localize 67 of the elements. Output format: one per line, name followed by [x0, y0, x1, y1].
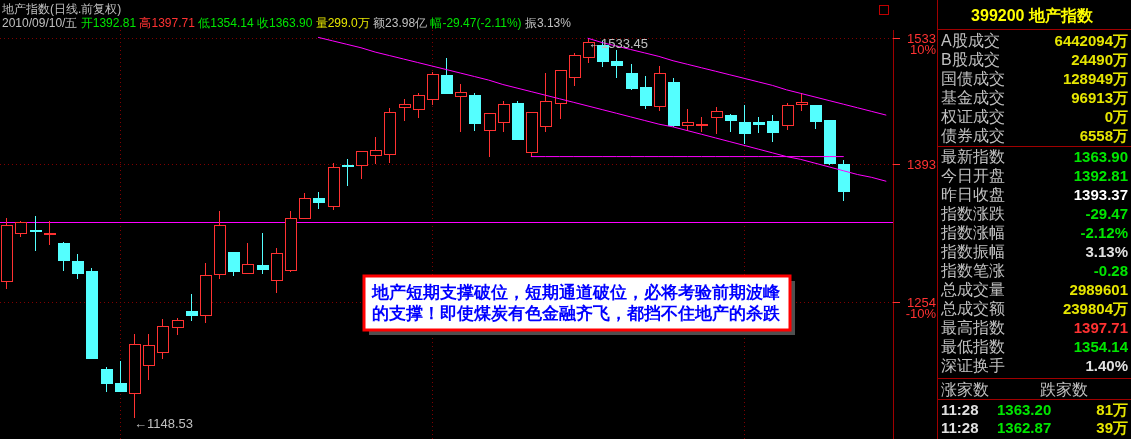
- text: B股成交: [941, 50, 1000, 68]
- candlestick: [213, 210, 226, 280]
- text: 指数涨幅: [940, 223, 1005, 241]
- text: 总成交量: [940, 280, 1005, 298]
- candlestick: [256, 232, 269, 275]
- text: -29.47: [1085, 204, 1128, 222]
- annotation: ←1148.53: [133, 415, 194, 431]
- text: 239804万: [1062, 299, 1128, 317]
- text: 1363.90: [1073, 147, 1128, 165]
- text: 96913万: [1071, 88, 1128, 106]
- text: 1362.87: [997, 418, 1052, 436]
- y-tick-label: 1393: [907, 156, 936, 172]
- text: 总成交额: [940, 299, 1005, 317]
- text: 最低指数: [941, 337, 1005, 355]
- text: 权证成交: [940, 107, 1005, 125]
- text: 1392.81: [1073, 166, 1128, 184]
- text: -2.12%: [1080, 223, 1128, 241]
- text: 跌家数: [1040, 380, 1088, 398]
- text: 128949万: [1062, 69, 1128, 87]
- text: 1354.14: [1073, 337, 1129, 355]
- line-series: [317, 36, 887, 182]
- text: 昨日收盘: [941, 185, 1005, 203]
- text: 最高指数: [941, 318, 1005, 336]
- annotation: 地产短期支撑破位，短期通道破位，必将考验前期波峰的支撑！即使煤炭有色金融齐飞，都挡不住地产的杀跌: [371, 282, 781, 323]
- text: 1393.37: [1073, 185, 1128, 203]
- text: 24490万: [1071, 50, 1128, 68]
- text: 81万: [1096, 400, 1128, 418]
- text: 6442094万: [1054, 31, 1128, 49]
- text: 债券成交: [941, 126, 1005, 144]
- text: 1397.71: [1073, 318, 1128, 336]
- text: 指数涨跌: [940, 204, 1005, 222]
- text: 399200 地产指数: [971, 6, 1094, 24]
- candlestick: [29, 215, 42, 252]
- text: 国债成交: [941, 69, 1005, 87]
- text: 2010/09/10/五 开1392.81 高1397.71 低1354.14 收1363.90 量299.0万 额23.98亿 幅-29.47(-2.11%) 振3.13%: [2, 16, 571, 30]
- candlestick: [199, 262, 212, 324]
- text: 指数振幅: [940, 242, 1005, 260]
- chart-title: 地产指数(日线.前复权): [1, 2, 122, 16]
- text: 深证换手: [941, 356, 1005, 374]
- candlestick: [710, 106, 723, 135]
- candlestick: [724, 113, 737, 133]
- text: 39万: [1096, 418, 1128, 436]
- y-tick-label: 1254: [907, 294, 936, 310]
- text: 今日开盘: [941, 166, 1005, 184]
- candlestick: [241, 242, 254, 274]
- text: 基金成交: [941, 88, 1005, 106]
- candlestick: [227, 252, 240, 277]
- text: 1363.20: [997, 400, 1052, 418]
- text: 指数笔涨: [940, 261, 1005, 279]
- text: A股成交: [941, 31, 1000, 49]
- candlestick: [43, 220, 56, 246]
- text: 11:28: [941, 418, 979, 436]
- text: 1.40%: [1085, 356, 1128, 374]
- text: 0万: [1104, 107, 1128, 125]
- candlestick: [341, 158, 354, 187]
- y-tick-label: 1533: [907, 30, 936, 46]
- text: -0.28: [1093, 261, 1128, 279]
- text: 2989601: [1069, 280, 1128, 298]
- candlestick: [185, 293, 198, 322]
- text: 3.13%: [1085, 242, 1128, 260]
- line-series: [587, 37, 887, 116]
- candlestick: [454, 83, 467, 133]
- candlestick: [440, 57, 453, 94]
- text: 最新指数: [941, 147, 1005, 165]
- text: 6558万: [1079, 126, 1128, 144]
- text: 11:28: [941, 400, 979, 418]
- text: 涨家数: [941, 380, 989, 398]
